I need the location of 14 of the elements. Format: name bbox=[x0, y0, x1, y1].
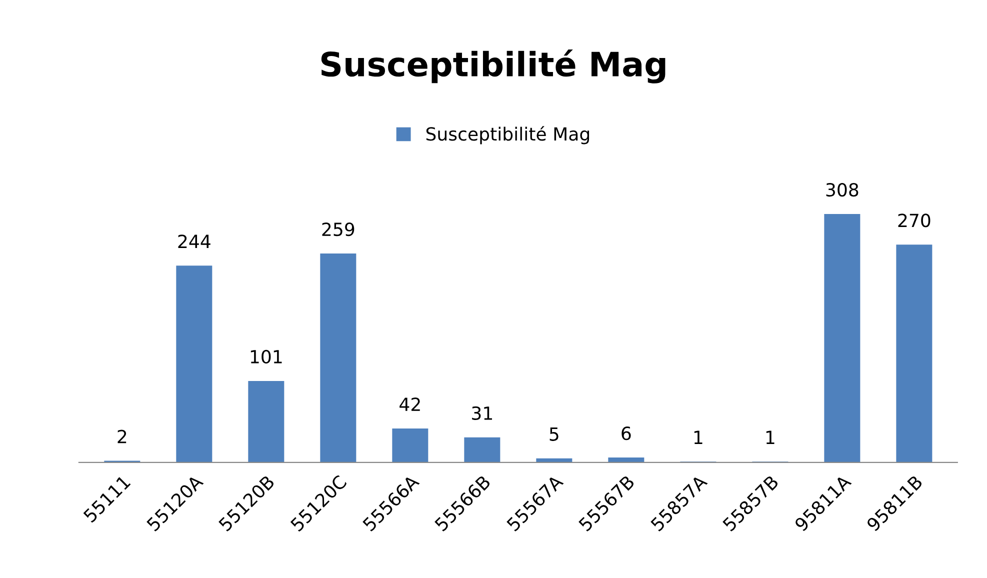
data-label: 1 bbox=[766, 430, 774, 444]
data-label: 259 bbox=[322, 222, 354, 236]
data-label: 308 bbox=[826, 182, 858, 197]
data-label: 31 bbox=[472, 406, 492, 420]
data-label: 101 bbox=[250, 350, 282, 364]
data-label: 244 bbox=[178, 234, 210, 248]
data-label: 42 bbox=[400, 397, 420, 411]
chart-title: Susceptibilité Mag bbox=[321, 50, 666, 84]
data-label: 1 bbox=[694, 430, 702, 444]
data-label: 270 bbox=[898, 214, 930, 228]
legend-label: Susceptibilité Mag bbox=[426, 126, 590, 144]
data-label: 5 bbox=[550, 428, 558, 441]
data-label: 6 bbox=[622, 426, 631, 440]
data-label: 2 bbox=[118, 430, 126, 444]
